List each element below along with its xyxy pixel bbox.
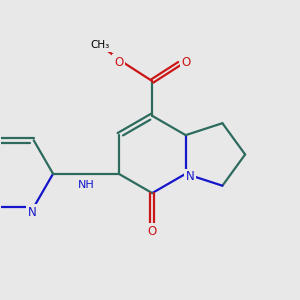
- Text: N: N: [28, 206, 37, 219]
- Text: N: N: [186, 170, 194, 183]
- Text: NH: NH: [77, 180, 94, 190]
- Text: O: O: [114, 56, 123, 69]
- Text: CH₃: CH₃: [91, 40, 110, 50]
- Text: O: O: [148, 225, 157, 238]
- Text: O: O: [181, 56, 190, 69]
